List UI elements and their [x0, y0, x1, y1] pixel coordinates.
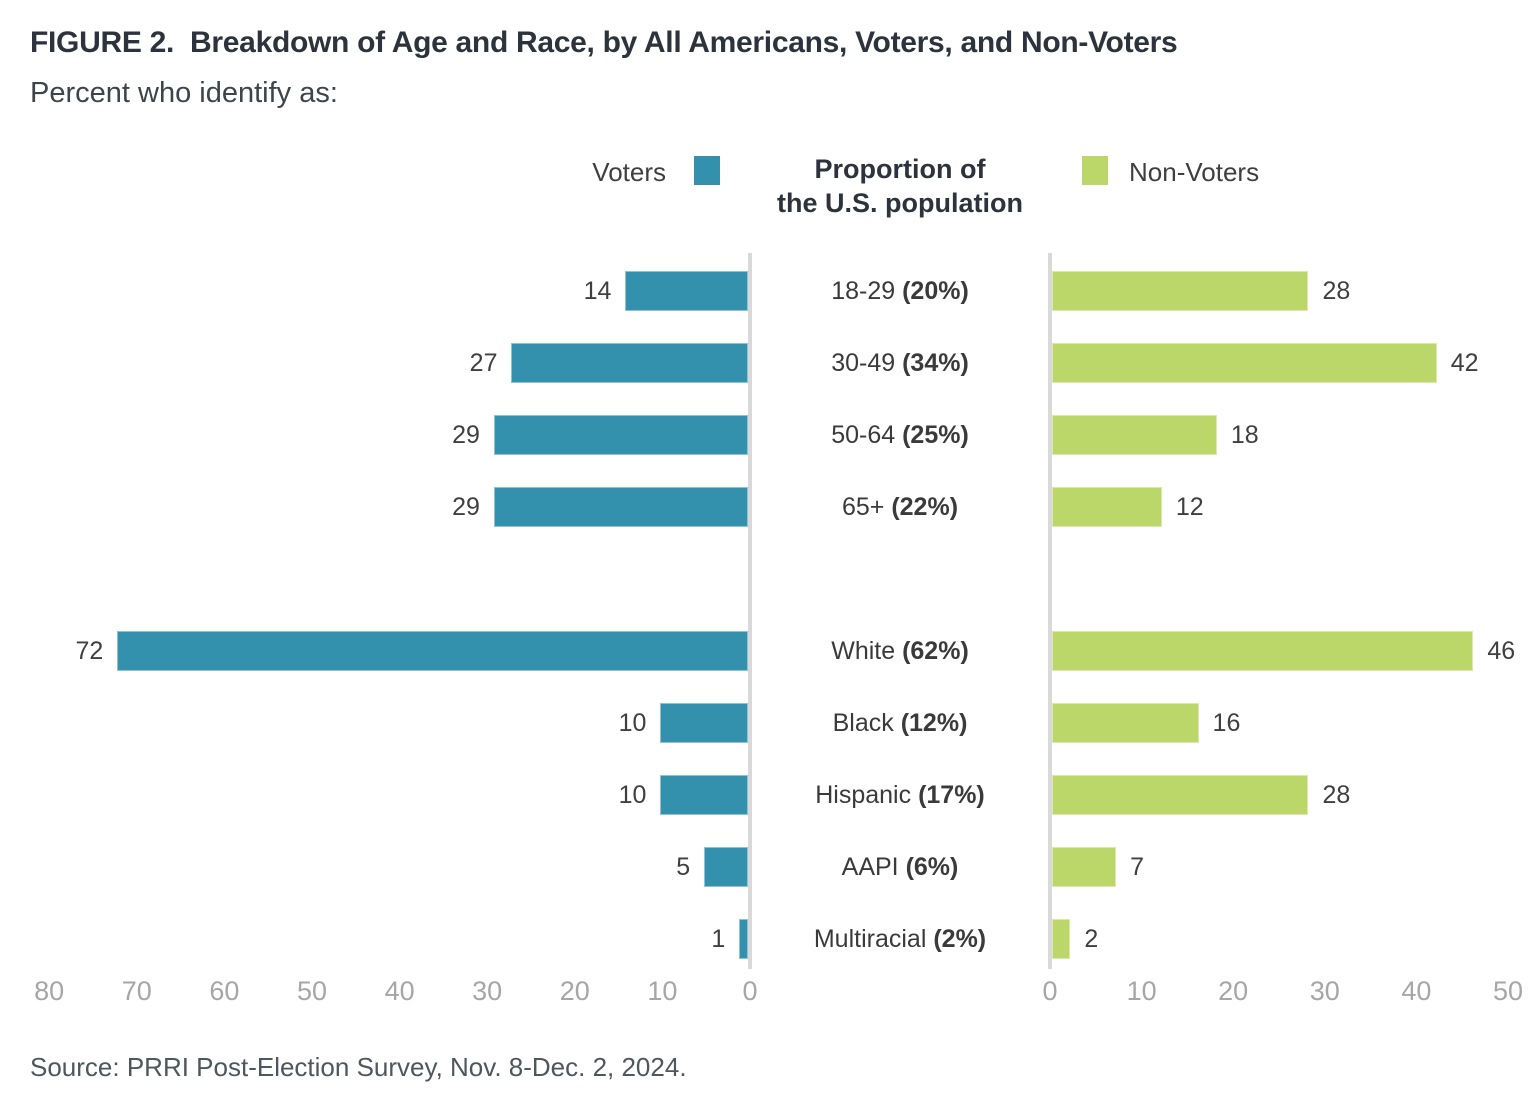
tick-label: 60: [209, 976, 240, 1006]
voters-bar: [493, 415, 748, 455]
category-label: AAPI (6%): [650, 847, 1150, 887]
source-note: Source: PRRI Post-Election Survey, Nov. …: [30, 1052, 687, 1082]
category-label: Black (12%): [650, 703, 1150, 743]
legend-center-label: Proportion of the U.S. population: [749, 152, 1051, 220]
legend-nonvoters-label: Non-Voters: [1129, 157, 1260, 187]
population-share: (12%): [900, 709, 968, 737]
nonvoters-value: 42: [1450, 349, 1479, 377]
tick-label: 20: [559, 976, 590, 1006]
category-name: 30-49: [831, 349, 903, 377]
population-share: (62%): [902, 637, 969, 665]
voters-value: 27: [469, 349, 498, 377]
category-name: White: [831, 637, 903, 665]
category-name: Black: [832, 709, 901, 737]
tick-label: 20: [1218, 976, 1249, 1006]
nonvoters-swatch-icon: [1082, 156, 1108, 185]
legend-voters-label: Voters: [592, 157, 666, 187]
category-name: AAPI: [841, 853, 906, 881]
nonvoters-value: 2: [1084, 925, 1099, 953]
tick-label: 40: [384, 976, 415, 1006]
tick-label: 70: [121, 976, 152, 1006]
tick-label: 10: [1126, 976, 1157, 1006]
right-axis-line: [1048, 253, 1052, 969]
category-label: Hispanic (17%): [650, 775, 1150, 815]
voters-bar: [117, 631, 748, 671]
nonvoters-bar: [1052, 487, 1162, 527]
nonvoters-value: 12: [1175, 493, 1204, 521]
category-label: 30-49 (34%): [650, 343, 1150, 383]
tick-label: 0: [742, 976, 758, 1006]
population-share: (6%): [905, 853, 959, 881]
voters-swatch-icon: [694, 156, 720, 185]
tick-label: 10: [647, 976, 678, 1006]
population-share: (22%): [891, 493, 959, 521]
tick-label: 50: [1492, 976, 1524, 1006]
voters-bar: [511, 343, 748, 383]
category-name: Multiracial: [813, 925, 934, 953]
voters-bar: [739, 919, 748, 959]
nonvoters-bar: [1052, 703, 1199, 743]
nonvoters-bar: [1052, 415, 1217, 455]
voters-value: 10: [618, 781, 647, 809]
voters-value: 10: [618, 709, 647, 737]
population-share: (34%): [902, 349, 969, 377]
nonvoters-bar: [1052, 631, 1474, 671]
category-label: 18-29 (20%): [650, 271, 1150, 311]
legend-center-line2: the U.S. population: [777, 188, 1023, 218]
nonvoters-value: 28: [1322, 277, 1351, 305]
voters-value: 5: [676, 853, 691, 881]
voters-bar: [625, 271, 748, 311]
voters-bar: [493, 487, 748, 527]
voters-value: 14: [583, 277, 612, 305]
tick-label: 30: [1309, 976, 1340, 1006]
category-label: White (62%): [650, 631, 1150, 671]
category-name: 65+: [841, 493, 892, 521]
category-label: 65+ (22%): [650, 487, 1150, 527]
nonvoters-bar: [1052, 343, 1437, 383]
tick-label: 40: [1401, 976, 1432, 1006]
population-share: (17%): [918, 781, 985, 809]
nonvoters-value: 28: [1322, 781, 1351, 809]
nonvoters-value: 18: [1230, 421, 1259, 449]
category-name: 18-29: [831, 277, 903, 305]
category-name: 50-64: [831, 421, 903, 449]
tick-label: 50: [296, 976, 328, 1006]
tick-label: 80: [34, 976, 65, 1006]
voters-bar: [660, 775, 748, 815]
category-label: 50-64 (25%): [650, 415, 1150, 455]
figure-title: FIGURE 2. Breakdown of Age and Race, by …: [30, 26, 1178, 59]
nonvoters-bar: [1052, 919, 1071, 959]
nonvoters-value: 46: [1487, 637, 1516, 665]
nonvoters-value: 7: [1130, 853, 1145, 881]
population-share: (20%): [902, 277, 969, 305]
legend-center-line1: Proportion of: [814, 154, 986, 184]
nonvoters-bar: [1052, 271, 1309, 311]
category-name: Hispanic: [815, 781, 919, 809]
voters-value: 1: [711, 925, 726, 953]
population-share: (2%): [933, 925, 987, 953]
voters-bar: [704, 847, 748, 887]
voters-value: 29: [452, 493, 480, 521]
category-label: Multiracial (2%): [650, 919, 1150, 959]
voters-bar: [660, 703, 748, 743]
voters-value: 72: [75, 637, 104, 665]
nonvoters-bar: [1052, 775, 1309, 815]
nonvoters-value: 16: [1212, 709, 1241, 737]
voters-value: 29: [452, 421, 480, 449]
tick-label: 30: [472, 976, 503, 1006]
population-share: (25%): [902, 421, 969, 449]
left-axis-line: [748, 253, 752, 969]
nonvoters-bar: [1052, 847, 1117, 887]
figure-subtitle: Percent who identify as:: [30, 77, 338, 109]
tick-label: 0: [1042, 976, 1058, 1006]
